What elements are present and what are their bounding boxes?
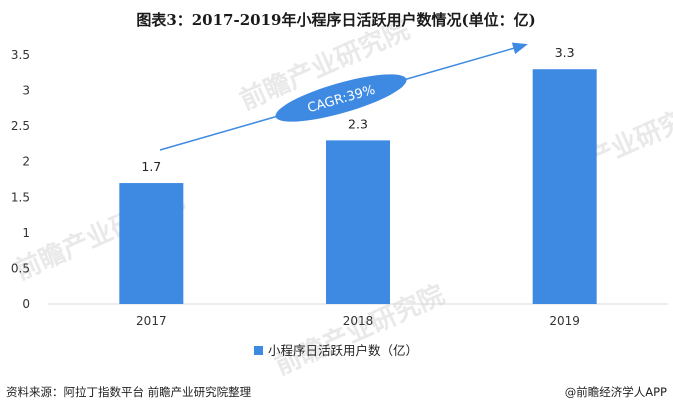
y-tick-label: 0.5 — [11, 261, 30, 275]
cagr-badge: CAGR:39% — [275, 74, 407, 122]
brand-label: @前瞻经济学人APP — [565, 385, 667, 399]
source-note: 资料来源：阿拉丁指数平台 前瞻产业研究院整理 — [6, 385, 252, 399]
data-label: 1.7 — [141, 159, 161, 174]
cagr-ellipse — [275, 74, 407, 122]
chart-title: 图表3：2017-2019年小程序日活跃用户数情况(单位：亿) — [136, 11, 535, 29]
bar-2019 — [532, 69, 597, 304]
legend: 小程序日活跃用户数（亿） — [254, 343, 418, 358]
y-tick-label: 2 — [22, 155, 30, 169]
bar-series — [119, 69, 597, 304]
data-labels: 1.7 2.3 3.3 — [141, 45, 574, 174]
x-tick-label: 2019 — [549, 314, 580, 328]
y-tick-label: 1 — [22, 226, 30, 240]
bar-2017 — [119, 183, 184, 304]
y-tick-label: 3.5 — [11, 48, 30, 62]
legend-swatch — [254, 346, 263, 355]
y-tick-label: 0 — [22, 297, 30, 311]
data-label: 3.3 — [555, 45, 575, 60]
x-tick-label: 2018 — [343, 314, 374, 328]
legend-label: 小程序日活跃用户数（亿） — [268, 343, 418, 358]
bar-2018 — [326, 140, 390, 304]
x-axis-ticks: 2017 2018 2019 — [136, 314, 580, 328]
x-tick-label: 2017 — [136, 314, 167, 328]
data-label: 2.3 — [348, 116, 368, 131]
y-tick-label: 2.5 — [11, 119, 30, 133]
y-tick-label: 3 — [22, 84, 30, 98]
y-axis-ticks: 0 0.5 1 1.5 2 2.5 3 3.5 — [11, 48, 30, 311]
y-tick-label: 1.5 — [11, 190, 30, 204]
